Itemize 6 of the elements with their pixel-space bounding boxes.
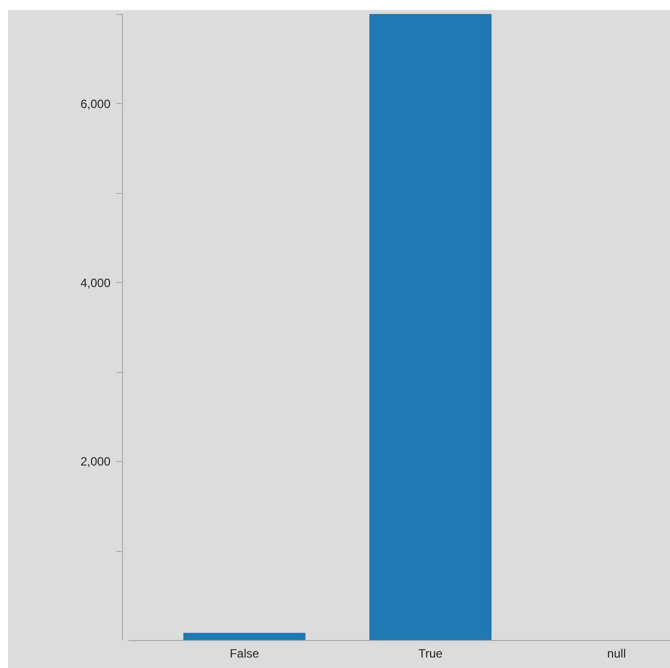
y-tick-label: 2,000 xyxy=(80,454,111,469)
x-tick-label: True xyxy=(418,646,443,660)
y-tick-label: 6,000 xyxy=(80,96,111,111)
x-tick-label: False xyxy=(230,646,260,660)
y-tick-label: 4,000 xyxy=(80,276,111,290)
x-tick-label: null xyxy=(607,646,626,660)
